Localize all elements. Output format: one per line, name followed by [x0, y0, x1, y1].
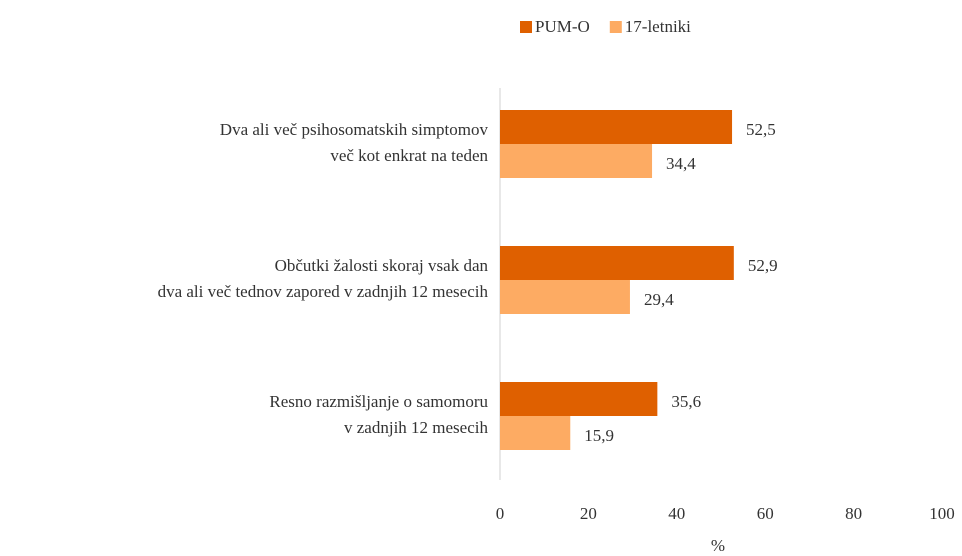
x-tick-label: 80	[845, 504, 862, 523]
value-label: 29,4	[644, 290, 674, 309]
legend-swatch	[609, 21, 622, 33]
value-label: 52,5	[746, 120, 776, 139]
x-tick-label: 100	[929, 504, 955, 523]
bar	[500, 246, 734, 280]
y-tick-label: v zadnjih 12 mesecih	[344, 418, 488, 437]
bar	[500, 416, 571, 450]
value-label: 52,9	[748, 256, 778, 275]
legend-swatch	[520, 21, 532, 33]
bar	[500, 144, 653, 178]
legend-label: 17-letniki	[625, 17, 691, 36]
bar	[500, 110, 733, 144]
value-label: 35,6	[671, 392, 701, 411]
x-axis-label: %	[711, 536, 725, 555]
x-tick-label: 60	[757, 504, 774, 523]
value-label: 34,4	[666, 154, 696, 173]
x-tick-label: 0	[496, 504, 505, 523]
value-label: 15,9	[584, 426, 614, 445]
bar	[500, 280, 630, 314]
bar	[500, 382, 658, 416]
x-tick-label: 40	[668, 504, 685, 523]
y-tick-label: več kot enkrat na teden	[330, 146, 488, 165]
y-tick-label: Resno razmišljanje o samomoru	[269, 392, 488, 411]
x-tick-label: 20	[580, 504, 597, 523]
y-tick-label: Dva ali več psihosomatskih simptomov	[220, 120, 489, 139]
y-tick-label: dva ali več tednov zapored v zadnjih 12 …	[158, 282, 489, 301]
y-tick-label: Občutki žalosti skoraj vsak dan	[275, 256, 489, 275]
legend-label: PUM-O	[535, 17, 590, 36]
